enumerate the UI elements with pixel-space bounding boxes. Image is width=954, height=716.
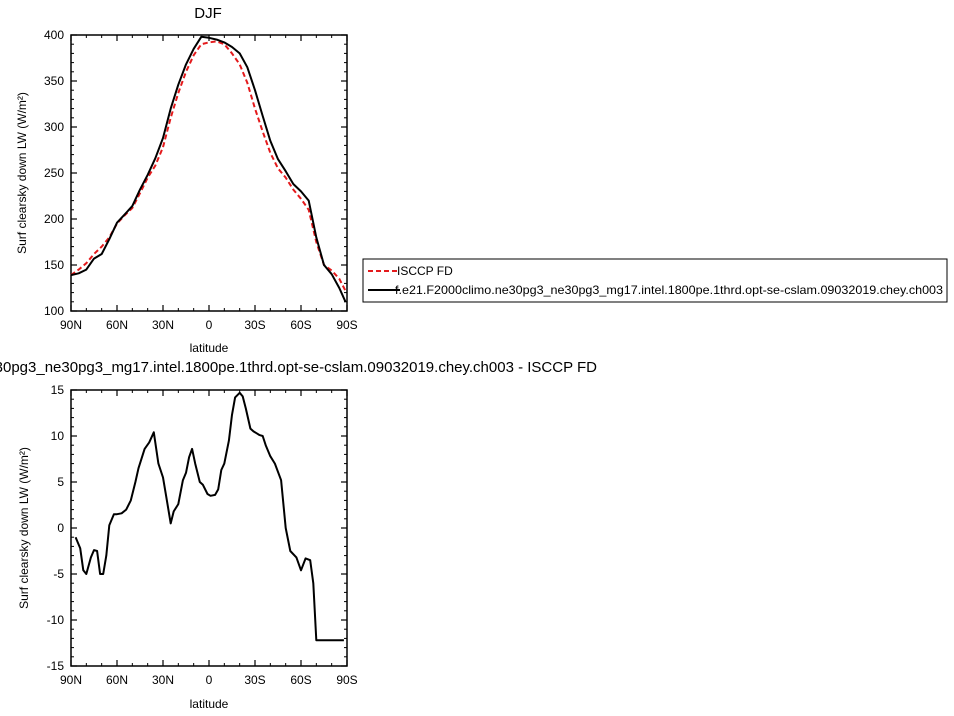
bottom-plot-frame [70,389,348,667]
legend-label-isccp: ISCCP FD [397,264,453,278]
legend-box [362,258,948,303]
y-tick-label: 5 [57,475,64,489]
y-tick-label: 200 [44,212,64,226]
y-tick-label: 10 [51,429,65,443]
bottom-plot-title: f.e21.F2000climo.ne30pg3_ne30pg3_mg17.in… [0,359,597,376]
y-tick-label: 400 [44,28,64,42]
bottom-x-axis-label: latitude [190,697,229,711]
y-tick-label: 100 [44,304,64,318]
top-plot-title: DJF [194,5,222,22]
x-tick-label: 0 [206,673,213,687]
x-tick-label: 60S [290,673,311,687]
top-plot-frame [70,34,348,312]
top-ticks: 90N 60N 30N 0 30S 60S 90S 100 150 200 250 300 350 400 [44,28,358,332]
series-line-0 [70,40,347,292]
x-tick-label: 30S [244,673,265,687]
top-panel: DJF 90N 60N 30N 0 30S 60S 90S 100 150 200 250 300 35… [15,5,948,355]
y-tick-label: 250 [44,166,64,180]
x-tick-label: 60N [106,673,128,687]
x-tick-label: 60N [106,318,128,332]
series-line-0 [74,391,344,642]
y-tick-label: 350 [44,74,64,88]
x-tick-label: 90S [336,318,357,332]
bottom-ticks: 90N 60N 30N 0 30S 60S 90S 15 10 5 0 -5 -10 -15 [47,383,358,687]
x-tick-label: 90S [336,673,357,687]
x-tick-label: 30S [244,318,265,332]
top-y-axis-label: Surf clearsky down LW (W/m²) [15,92,29,254]
x-tick-label: 30N [152,673,174,687]
x-tick-label: 60S [290,318,311,332]
y-tick-label: 0 [57,521,64,535]
x-tick-label: 90N [60,318,82,332]
series-line-1 [70,35,347,303]
bottom-series-lines [74,391,344,642]
x-tick-label: 0 [206,318,213,332]
top-x-axis-label: latitude [190,341,229,355]
legend-label-model: f.e21.F2000climo.ne30pg3_ne30pg3_mg17.in… [395,283,943,297]
bottom-panel: f.e21.F2000climo.ne30pg3_ne30pg3_mg17.in… [0,359,597,711]
y-tick-label: 15 [51,383,65,397]
y-tick-label: -10 [47,613,65,627]
y-tick-label: -15 [47,659,65,673]
x-tick-label: 90N [60,673,82,687]
bottom-y-axis-label: Surf clearsky down LW (W/m²) [17,447,31,609]
legend: ISCCP FD f.e21.F2000climo.ne30pg3_ne30pg… [362,258,948,303]
y-tick-label: 300 [44,120,64,134]
top-series-lines [70,35,347,303]
x-tick-label: 30N [152,318,174,332]
y-tick-label: 150 [44,258,64,272]
y-tick-label: -5 [53,567,64,581]
